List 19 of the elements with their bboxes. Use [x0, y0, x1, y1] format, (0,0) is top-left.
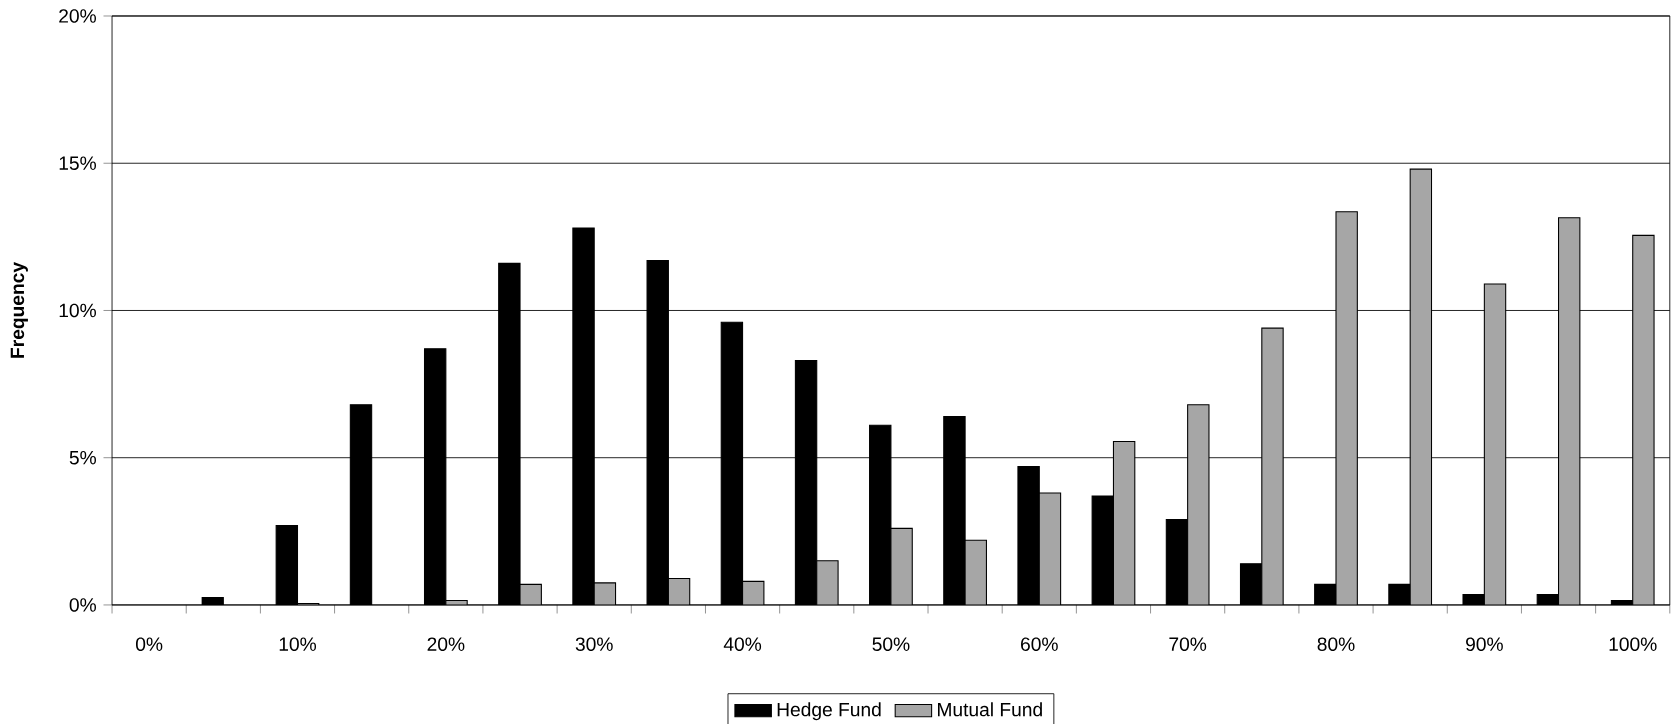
x-tick-label: 100%: [1609, 637, 1657, 651]
x-tick-label: 70%: [1169, 637, 1207, 651]
y-axis-title: Frequency: [10, 261, 28, 358]
x-tick-label: 0%: [135, 637, 163, 651]
x-tick-label: 80%: [1317, 637, 1355, 651]
y-tick-label: 5%: [69, 450, 96, 465]
legend-label: Hedge Fund: [777, 702, 881, 720]
y-tick-label: 20%: [59, 8, 96, 23]
x-tick-label: 20%: [427, 637, 465, 651]
legend-label: Mutual Fund: [938, 702, 1042, 717]
x-tick-label: 60%: [1021, 637, 1058, 651]
y-tick-label: 15%: [59, 156, 96, 170]
x-tick-label: 40%: [723, 637, 762, 651]
x-tick-label: 10%: [279, 637, 317, 651]
y-tick-label: 10%: [59, 303, 96, 318]
y-tick-label: 0%: [69, 597, 96, 612]
x-tick-label: 50%: [872, 637, 910, 651]
x-tick-label: 30%: [575, 637, 613, 651]
x-tick-label: 90%: [1466, 637, 1503, 651]
